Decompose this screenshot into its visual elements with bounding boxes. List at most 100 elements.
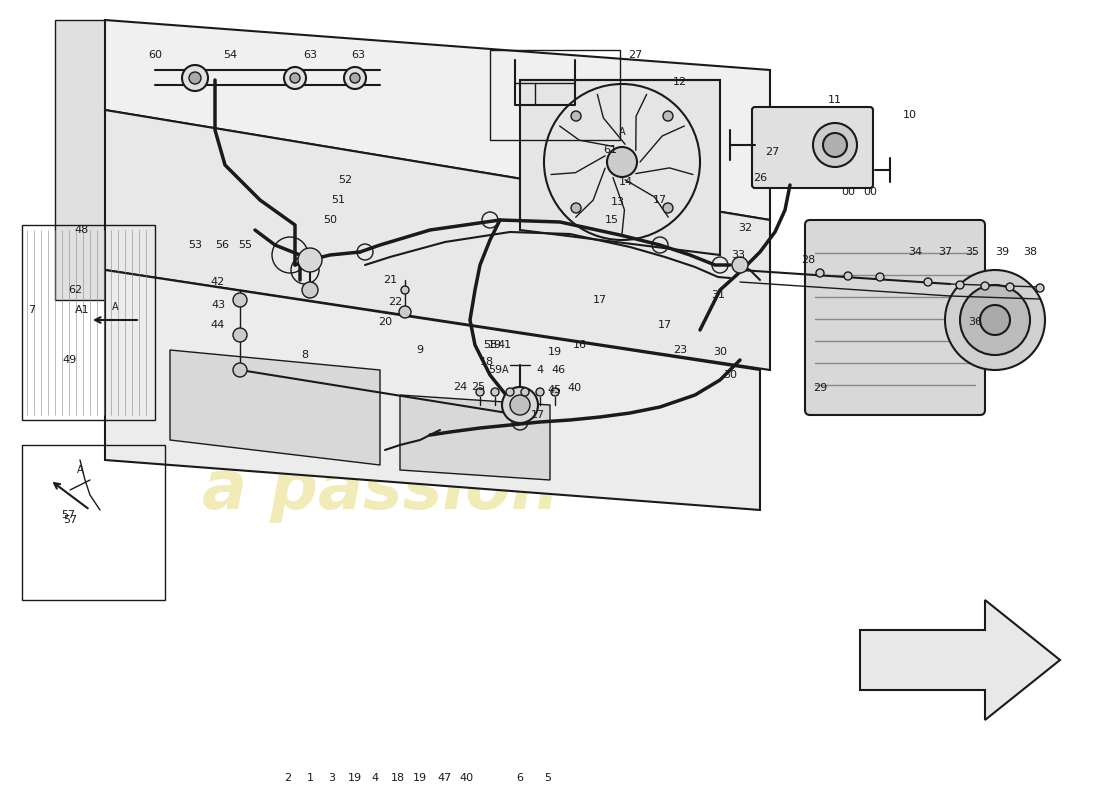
Text: 32: 32	[738, 223, 752, 233]
Bar	[490, 50, 620, 140]
Text: 11: 11	[828, 95, 842, 105]
Circle shape	[302, 282, 318, 298]
Text: 47: 47	[438, 773, 452, 783]
Circle shape	[956, 281, 964, 289]
Text: 33: 33	[732, 250, 745, 260]
Text: 17: 17	[653, 195, 667, 205]
Text: A: A	[502, 365, 508, 375]
Text: 37: 37	[938, 247, 953, 257]
Text: 2: 2	[285, 773, 292, 783]
Circle shape	[521, 388, 529, 396]
Circle shape	[607, 147, 637, 177]
Text: 15: 15	[605, 215, 619, 225]
Polygon shape	[520, 80, 720, 255]
Text: 59: 59	[488, 365, 502, 375]
Text: 17: 17	[531, 410, 546, 420]
Text: 49: 49	[63, 355, 77, 365]
Text: 52: 52	[338, 175, 352, 185]
Text: 43: 43	[211, 300, 226, 310]
Text: 57: 57	[60, 510, 75, 520]
Text: 7: 7	[29, 305, 35, 315]
Circle shape	[506, 388, 514, 396]
Text: 28: 28	[801, 255, 815, 265]
Text: 46: 46	[551, 365, 565, 375]
Circle shape	[663, 111, 673, 121]
Circle shape	[502, 387, 538, 423]
Text: 4: 4	[537, 365, 543, 375]
Text: 36: 36	[968, 317, 982, 327]
Circle shape	[551, 388, 559, 396]
Text: 14: 14	[619, 177, 634, 187]
Text: 18: 18	[390, 773, 405, 783]
Circle shape	[816, 269, 824, 277]
Text: 55: 55	[238, 240, 252, 250]
Circle shape	[399, 306, 411, 318]
Circle shape	[491, 388, 499, 396]
Text: 42: 42	[211, 277, 226, 287]
Text: 23: 23	[673, 345, 688, 355]
Text: 19: 19	[548, 347, 562, 357]
Text: 27: 27	[764, 147, 779, 157]
Circle shape	[876, 273, 884, 281]
Text: 00: 00	[842, 187, 855, 197]
Polygon shape	[860, 600, 1060, 720]
Circle shape	[980, 305, 1010, 335]
Circle shape	[1006, 283, 1014, 291]
Text: 53: 53	[188, 240, 202, 250]
Circle shape	[844, 272, 852, 280]
Circle shape	[924, 278, 932, 286]
Text: 38: 38	[1023, 247, 1037, 257]
Text: 51: 51	[331, 195, 345, 205]
Text: 40: 40	[568, 383, 582, 393]
Text: 5: 5	[544, 773, 551, 783]
Text: 17: 17	[658, 320, 672, 330]
Text: 63: 63	[302, 50, 317, 60]
Text: 19: 19	[348, 773, 362, 783]
Text: 10: 10	[903, 110, 917, 120]
Text: 57: 57	[63, 515, 77, 525]
Circle shape	[233, 363, 248, 377]
Circle shape	[960, 285, 1030, 355]
Text: 26: 26	[752, 173, 767, 183]
Text: 22: 22	[388, 297, 403, 307]
Circle shape	[402, 286, 409, 294]
Text: A: A	[618, 127, 625, 137]
Text: 45: 45	[548, 385, 562, 395]
Text: 17: 17	[593, 295, 607, 305]
Circle shape	[813, 123, 857, 167]
Text: A: A	[112, 302, 119, 312]
Text: 35: 35	[965, 247, 979, 257]
Circle shape	[233, 293, 248, 307]
Polygon shape	[104, 20, 770, 220]
Circle shape	[290, 73, 300, 83]
Circle shape	[571, 203, 581, 213]
Text: 8: 8	[301, 350, 309, 360]
Text: 24: 24	[453, 382, 468, 392]
Polygon shape	[400, 395, 550, 480]
Circle shape	[298, 248, 322, 272]
Polygon shape	[170, 350, 380, 465]
Text: 40: 40	[460, 773, 474, 783]
Polygon shape	[55, 20, 104, 300]
Text: 50: 50	[323, 215, 337, 225]
Text: 3: 3	[329, 773, 336, 783]
Text: 1: 1	[307, 773, 314, 783]
Text: 20: 20	[378, 317, 392, 327]
Text: 44: 44	[211, 320, 226, 330]
Text: 19: 19	[412, 773, 427, 783]
Circle shape	[189, 72, 201, 84]
Text: 16: 16	[573, 340, 587, 350]
Text: 41: 41	[498, 340, 513, 350]
Text: 25: 25	[471, 382, 485, 392]
Circle shape	[182, 65, 208, 91]
Circle shape	[233, 328, 248, 342]
Text: 58: 58	[483, 340, 497, 350]
Circle shape	[945, 270, 1045, 370]
Text: 61: 61	[603, 145, 617, 155]
Polygon shape	[104, 110, 770, 370]
Text: 00: 00	[864, 187, 877, 197]
Text: 13: 13	[610, 197, 625, 207]
Circle shape	[350, 73, 360, 83]
Circle shape	[536, 388, 544, 396]
Text: 27: 27	[628, 50, 642, 60]
